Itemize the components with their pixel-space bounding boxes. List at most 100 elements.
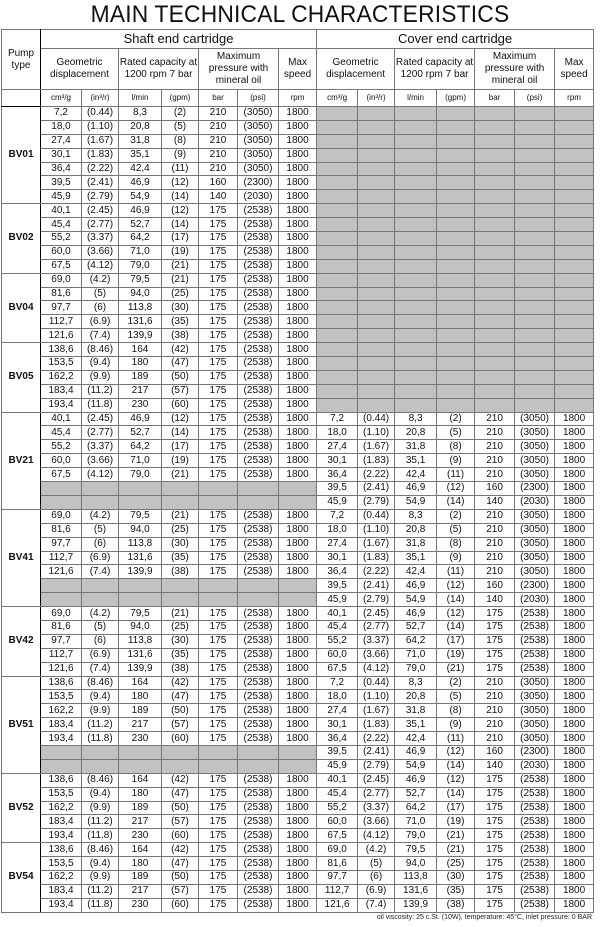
header-pressure: Maximum pressure with mineral oil (474, 48, 556, 90)
empty-cell (436, 356, 476, 371)
empty-cell (514, 342, 556, 358)
shaft-value-cell: 153,5 (40, 356, 82, 371)
cover-value-cell: 54,9 (394, 592, 438, 608)
shaft-value-cell: (50) (161, 869, 199, 885)
shaft-value-cell: 55,2 (40, 439, 82, 455)
empty-cell (554, 369, 595, 385)
table-row: 81,6 (5) 94,0 (25) 175 (2538) 1800 18,0 (1.10) 20… (2, 522, 595, 538)
cover-value-cell: 175 (474, 633, 516, 649)
cover-value-cell: 52,7 (394, 786, 438, 802)
shaft-value-cell: (2538) (237, 703, 279, 719)
cover-value-cell: (12) (436, 481, 476, 496)
empty-cell (474, 356, 516, 371)
cover-value-cell: (2538) (514, 883, 556, 899)
empty-cell (357, 189, 396, 205)
cover-value-cell: (2.79) (357, 592, 396, 608)
unit-header: (in³/r) (81, 89, 119, 107)
shaft-value-cell: (21) (161, 258, 199, 274)
empty-cell (514, 119, 556, 135)
shaft-value-cell: (2538) (237, 258, 279, 274)
empty-cell (514, 106, 556, 121)
shaft-value-cell: (6.9) (81, 647, 119, 663)
empty-cell (40, 758, 82, 774)
shaft-value-cell: (2538) (237, 772, 279, 788)
empty-cell (316, 383, 359, 399)
empty-cell (316, 133, 359, 149)
shaft-value-cell: 1800 (277, 106, 318, 121)
shaft-value-cell: 113,8 (118, 300, 162, 316)
cover-value-cell: (2) (436, 411, 476, 427)
shaft-value-cell: (57) (161, 883, 199, 899)
shaft-value-cell: (2538) (237, 244, 279, 260)
cover-value-cell: (3050) (514, 689, 556, 705)
shaft-value-cell: 40,1 (40, 203, 82, 219)
cover-value-cell: 210 (474, 536, 516, 552)
cover-value-cell: 81,6 (316, 856, 359, 871)
cover-value-cell: 30,1 (316, 453, 359, 469)
cover-value-cell: (12) (436, 744, 476, 760)
shaft-value-cell: 81,6 (40, 619, 82, 635)
empty-cell (554, 258, 595, 274)
cover-value-cell: 39,5 (316, 744, 359, 760)
cover-value-cell: 1800 (554, 856, 595, 871)
shaft-value-cell: (30) (161, 633, 199, 649)
empty-cell (474, 189, 516, 205)
cover-value-cell: 39,5 (316, 481, 359, 496)
cover-value-cell: 175 (474, 856, 516, 871)
shaft-value-cell: (2.45) (81, 411, 119, 427)
cover-value-cell: 36,4 (316, 731, 359, 746)
shaft-value-cell: 139,9 (118, 328, 162, 344)
shaft-value-cell: (2538) (237, 203, 279, 219)
shaft-value-cell: 94,0 (118, 522, 162, 538)
empty-cell (277, 744, 318, 760)
empty-cell (394, 161, 438, 177)
cover-value-cell: 67,5 (316, 828, 359, 844)
shaft-value-cell: 175 (198, 564, 238, 580)
empty-cell (277, 592, 318, 608)
shaft-value-cell: 175 (198, 883, 238, 899)
table-row: 36,4 (2.22) 42,4 (11) 210 (3050) 1800 (2, 161, 595, 177)
cover-value-cell: (3050) (514, 467, 556, 483)
shaft-value-cell: 1800 (277, 814, 318, 830)
shaft-value-cell: (6) (81, 633, 119, 649)
unit-header: cm³/g (40, 89, 82, 107)
shaft-value-cell: 175 (198, 369, 238, 385)
table-row: 153,5 (9.4) 180 (47) 175 (2538) 1800 45,4 (2.77)… (2, 786, 595, 802)
shaft-value-cell: 131,6 (118, 550, 162, 566)
cover-value-cell: (3050) (514, 564, 556, 580)
shaft-value-cell: 230 (118, 828, 162, 844)
shaft-value-cell: 30,1 (40, 147, 82, 163)
cover-value-cell: 52,7 (394, 619, 438, 635)
shaft-value-cell: 35,1 (118, 147, 162, 163)
cover-value-cell: (14) (436, 786, 476, 802)
empty-cell (198, 578, 238, 594)
empty-cell (357, 356, 396, 371)
shaft-value-cell: 69,0 (40, 606, 82, 621)
shaft-value-cell: 1800 (277, 606, 318, 621)
shaft-value-cell: 175 (198, 356, 238, 371)
shaft-value-cell: (2538) (237, 425, 279, 441)
table-row: 193,4 (11.8) 230 (60) 175 (2538) 1800 (2, 397, 595, 413)
empty-cell (554, 119, 595, 135)
shaft-value-cell: 1800 (277, 522, 318, 538)
shaft-value-cell: (2538) (237, 467, 279, 483)
shaft-value-cell: 164 (118, 772, 162, 788)
shaft-value-cell: (14) (161, 189, 199, 205)
shaft-value-cell: 175 (198, 786, 238, 802)
shaft-value-cell: (9.4) (81, 786, 119, 802)
cover-value-cell: (9) (436, 717, 476, 733)
shaft-value-cell: 1800 (277, 369, 318, 385)
shaft-value-cell: (6.9) (81, 314, 119, 330)
cover-value-cell: 8,3 (394, 411, 438, 427)
empty-cell (81, 578, 119, 594)
cover-value-cell: (30) (436, 869, 476, 885)
empty-cell (161, 592, 199, 608)
shaft-value-cell: (2538) (237, 439, 279, 455)
cover-value-cell: (2538) (514, 856, 556, 871)
shaft-value-cell: (21) (161, 508, 199, 524)
cover-value-cell: (2.77) (357, 786, 396, 802)
empty-cell (554, 314, 595, 330)
cover-value-cell: (6.9) (357, 883, 396, 899)
shaft-value-cell: (9.4) (81, 689, 119, 705)
empty-cell (316, 300, 359, 316)
